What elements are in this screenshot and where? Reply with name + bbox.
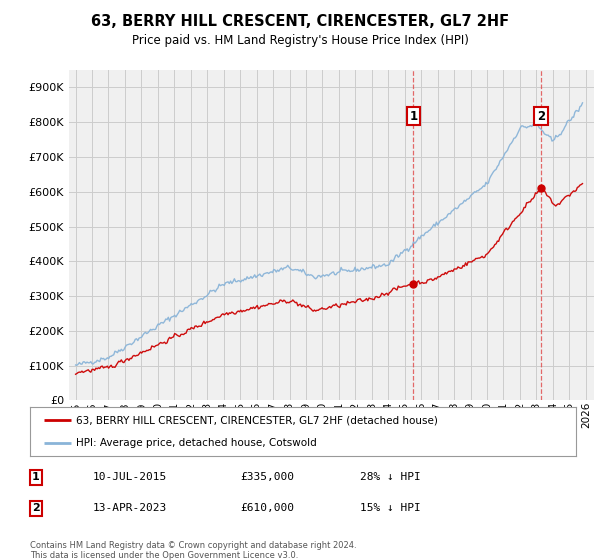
Text: 63, BERRY HILL CRESCENT, CIRENCESTER, GL7 2HF: 63, BERRY HILL CRESCENT, CIRENCESTER, GL…: [91, 14, 509, 29]
Text: 10-JUL-2015: 10-JUL-2015: [93, 472, 167, 482]
Text: Contains HM Land Registry data © Crown copyright and database right 2024.
This d: Contains HM Land Registry data © Crown c…: [30, 541, 356, 560]
Text: 2: 2: [32, 503, 40, 514]
Text: 15% ↓ HPI: 15% ↓ HPI: [360, 503, 421, 514]
Text: 2: 2: [537, 110, 545, 123]
Text: £610,000: £610,000: [240, 503, 294, 514]
Text: 13-APR-2023: 13-APR-2023: [93, 503, 167, 514]
Text: 1: 1: [32, 472, 40, 482]
Text: 28% ↓ HPI: 28% ↓ HPI: [360, 472, 421, 482]
Text: £335,000: £335,000: [240, 472, 294, 482]
Text: HPI: Average price, detached house, Cotswold: HPI: Average price, detached house, Cots…: [76, 438, 317, 448]
Text: 63, BERRY HILL CRESCENT, CIRENCESTER, GL7 2HF (detached house): 63, BERRY HILL CRESCENT, CIRENCESTER, GL…: [76, 416, 438, 426]
Text: Price paid vs. HM Land Registry's House Price Index (HPI): Price paid vs. HM Land Registry's House …: [131, 34, 469, 46]
Text: 1: 1: [409, 110, 418, 123]
